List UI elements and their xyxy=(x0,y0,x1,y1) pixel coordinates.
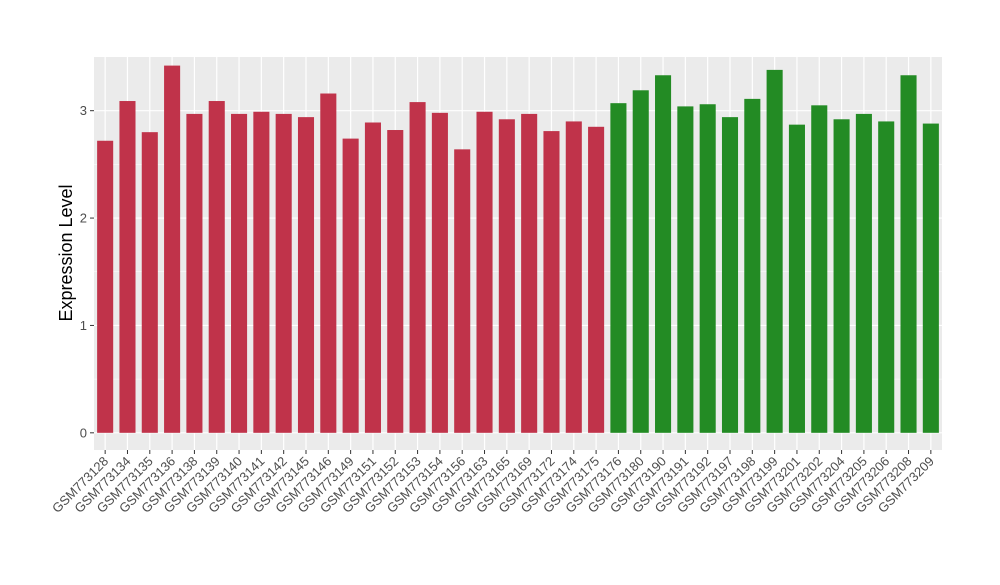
bar-GSM773156 xyxy=(454,149,471,433)
bar-GSM773199 xyxy=(766,69,783,433)
bar-GSM773209 xyxy=(922,123,939,433)
bar-GSM773163 xyxy=(476,111,493,433)
bar-GSM773208 xyxy=(900,75,917,433)
y-axis-title: Expression Level xyxy=(56,184,76,321)
bar-GSM773142 xyxy=(275,113,292,433)
bar-GSM773190 xyxy=(655,75,672,433)
bar-GSM773128 xyxy=(97,140,114,433)
bar-GSM773134 xyxy=(119,101,136,433)
bar-GSM773149 xyxy=(342,138,359,433)
bar-GSM773205 xyxy=(855,113,872,433)
bar-GSM773140 xyxy=(231,113,248,433)
bar-GSM773135 xyxy=(141,132,158,433)
bars xyxy=(97,65,939,433)
bar-GSM773202 xyxy=(811,105,828,433)
bar-GSM773176 xyxy=(610,103,627,433)
bar-GSM773180 xyxy=(632,90,649,433)
y-tick-label: 0 xyxy=(80,425,87,440)
bar-GSM773146 xyxy=(320,93,337,433)
bar-GSM773141 xyxy=(253,111,270,433)
bar-GSM773172 xyxy=(543,131,560,433)
bar-GSM773152 xyxy=(387,130,404,433)
y-tick-label: 1 xyxy=(80,318,87,333)
bar-GSM773174 xyxy=(565,121,582,433)
bar-GSM773139 xyxy=(208,101,225,433)
bar-GSM773201 xyxy=(788,124,805,433)
bar-GSM773151 xyxy=(364,122,381,433)
bar-GSM773192 xyxy=(699,104,716,433)
bar-GSM773165 xyxy=(498,119,515,433)
bar-GSM773136 xyxy=(164,65,181,433)
bar-GSM773206 xyxy=(878,121,895,433)
bar-GSM773191 xyxy=(677,106,694,433)
bar-GSM773154 xyxy=(431,112,448,433)
y-axis-ticks: 0 1 2 3 xyxy=(80,103,94,440)
bar-GSM773145 xyxy=(297,117,315,433)
bar-GSM773198 xyxy=(744,98,761,433)
bar-GSM773197 xyxy=(721,117,739,433)
y-tick-label: 2 xyxy=(80,211,87,226)
bar-GSM773204 xyxy=(833,119,850,433)
y-tick-label: 3 xyxy=(80,103,87,118)
bar-GSM773138 xyxy=(186,113,203,433)
bar-GSM773175 xyxy=(588,126,605,433)
bar-GSM773169 xyxy=(521,113,538,433)
x-axis-ticks: GSM773128GSM773134GSM773135GSM773136GSM7… xyxy=(49,450,937,516)
bar-GSM773153 xyxy=(409,102,426,433)
